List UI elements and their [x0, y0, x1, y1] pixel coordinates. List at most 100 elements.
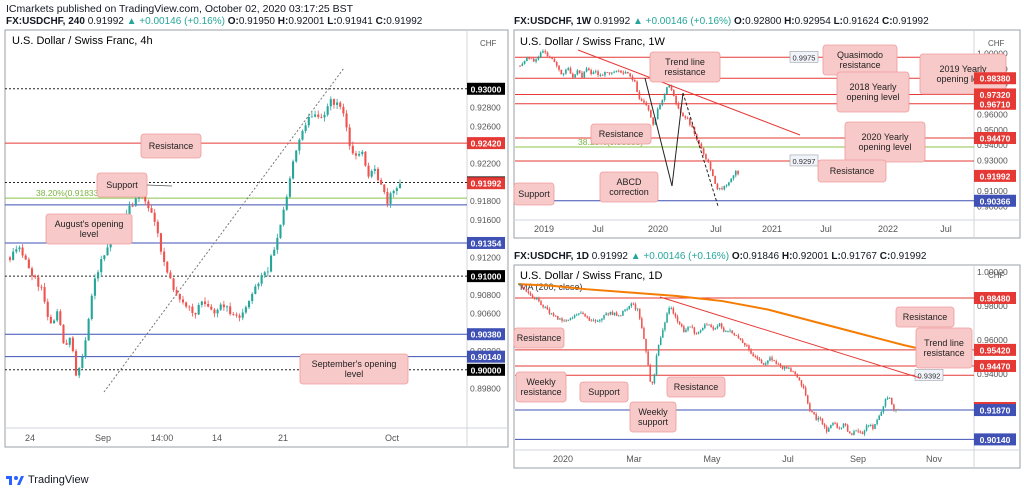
h4-candle-body	[332, 99, 336, 105]
h4-annotation-text: August's opening	[55, 219, 124, 229]
d1-x-tick-label: May	[703, 454, 721, 464]
w1-price-label: 0.91992	[980, 171, 1011, 181]
d1-chart-panel[interactable]: U.S. Dollar / Swiss Franc, 1D MA (200, c…	[513, 264, 1021, 469]
h4-low: 0.91941	[336, 16, 373, 27]
w1-y-tick-label: 0.94000	[977, 140, 1008, 150]
d1-candle-body	[893, 404, 895, 411]
w1-price-label: 0.96710	[980, 99, 1011, 109]
d1-candle-body	[777, 363, 780, 365]
d1-candle-body	[825, 426, 828, 432]
d1-candle-body	[561, 318, 563, 321]
w1-candle-body	[682, 112, 684, 117]
h4-candle-body	[304, 125, 307, 131]
h4-candle-body	[166, 261, 169, 273]
d1-price-label: 0.95420	[980, 345, 1011, 355]
d1-candle-body	[567, 319, 570, 321]
w1-candle-body	[668, 85, 671, 88]
w1-candle-body	[620, 70, 622, 73]
d1-candle-body	[830, 424, 832, 429]
h4-candle-body	[398, 183, 402, 189]
h4-high: 0.92001	[288, 16, 325, 27]
d1-x-tick-label: Nov	[926, 454, 943, 464]
h4-candle-body	[364, 151, 367, 166]
w1-close: 0.91992	[892, 16, 929, 27]
h4-price-label: 0.91354	[471, 238, 502, 248]
w1-candle-body	[597, 71, 599, 76]
d1-candle-body	[760, 359, 763, 364]
h4-candle-body	[342, 106, 345, 114]
d1-candle-body	[538, 297, 540, 302]
h4-y-tick-label: 0.90800	[470, 290, 501, 300]
w1-annotation-text: correction	[609, 187, 649, 197]
h4-candle-body	[15, 249, 18, 252]
h4-candle-body	[207, 303, 210, 307]
footer-brand: TradingView	[28, 474, 89, 486]
h4-candle-body	[389, 193, 392, 204]
d1-candle-body	[851, 433, 853, 435]
h4-candle-body	[392, 190, 395, 194]
h4-candle-body	[288, 178, 291, 197]
h4-y-tick-label: 0.92200	[470, 159, 501, 169]
w1-candle-body	[519, 65, 521, 67]
tradingview-footer[interactable]: TradingView	[6, 474, 89, 486]
h4-candle-body	[247, 301, 251, 308]
d1-candle-body	[552, 313, 555, 316]
w1-annotation-text: Support	[518, 189, 550, 199]
d1-candle-body	[575, 314, 578, 316]
h4-price-label: 0.91992	[471, 179, 502, 189]
d1-candle-body	[605, 313, 607, 316]
w1-candle-body	[613, 71, 615, 73]
d1-candle-body	[821, 418, 824, 425]
w1-x-tick-label: 2022	[878, 224, 898, 234]
d1-candle-body	[811, 410, 813, 412]
d1-open: 0.91846	[742, 251, 780, 262]
d1-candle-body	[846, 425, 849, 432]
w1-candle-body	[629, 73, 632, 77]
h4-candle-body	[30, 268, 34, 276]
d1-candle-body	[609, 311, 612, 315]
w1-candle-body	[698, 140, 700, 144]
d1-price-label: 0.98480	[980, 294, 1011, 304]
w1-candle-body	[567, 68, 570, 70]
d1-candle-body	[817, 417, 820, 420]
h4-y-tick-label: 0.90600	[470, 309, 501, 319]
h4-candle-body	[203, 301, 207, 304]
w1-annotation-text: Quasimodo	[837, 50, 883, 60]
h4-candle-body	[24, 255, 27, 260]
d1-candle-body	[716, 326, 719, 329]
w1-candle-body	[711, 169, 714, 177]
d1-candle-body	[685, 329, 687, 332]
d1-candle-body	[590, 320, 593, 322]
d1-candle-body	[674, 313, 677, 317]
d1-candle-body	[729, 330, 731, 332]
h4-candle-body	[59, 311, 62, 325]
w1-candle-body	[576, 70, 579, 75]
h4-x-tick-label: Sep	[95, 433, 111, 443]
h4-candle-body	[282, 209, 285, 225]
h4-chart-panel[interactable]: U.S. Dollar / Swiss Franc, 4h CHF 0.9280…	[4, 29, 509, 448]
d1-candle-body	[882, 406, 885, 412]
w1-open: 0.92800	[745, 16, 782, 27]
h4-candle-body	[97, 272, 100, 279]
h4-y-tick-label: 0.91200	[470, 252, 501, 262]
w1-annotation-text: resistance	[839, 60, 880, 70]
d1-candle-body	[525, 289, 528, 292]
w1-candle-body	[737, 171, 739, 175]
h4-candle-body	[191, 306, 194, 314]
d1-candle-body	[849, 431, 851, 434]
d1-candle-body	[773, 360, 775, 362]
w1-annotation-box	[590, 123, 652, 145]
d1-level-tag-box	[914, 369, 944, 381]
w1-x-tick-label: Jul	[820, 224, 832, 234]
h4-candle-body	[266, 271, 269, 273]
d1-candle-body	[754, 356, 757, 357]
d1-annotation-text: Resistance	[517, 333, 562, 343]
h4-annotation-pointer	[146, 184, 173, 187]
w1-candle-body	[581, 72, 583, 78]
d1-candle-body	[792, 371, 794, 373]
h4-fib-label: 38.20%(0.91833)	[36, 188, 101, 198]
d1-x-tick-label: Mar	[626, 454, 642, 464]
w1-y-tick-label: 1.00000	[977, 48, 1008, 58]
w1-chart-panel[interactable]: U.S. Dollar / Swiss Franc, 1W CHF 1.0000…	[513, 29, 1021, 239]
d1-candle-body	[672, 308, 675, 314]
